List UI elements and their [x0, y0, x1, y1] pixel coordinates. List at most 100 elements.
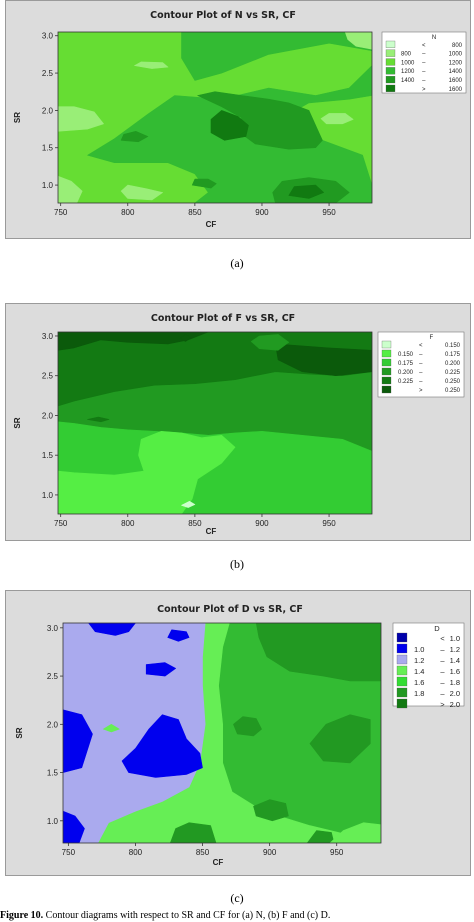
legend-high-value: 1.0 [450, 634, 460, 643]
x-axis-label: CF [213, 858, 224, 867]
x-tick-label: 750 [54, 519, 68, 528]
legend-high-value: 1.6 [450, 667, 460, 676]
legend-high-value: 1600 [449, 87, 463, 93]
y-tick-label: 3.0 [47, 624, 59, 633]
legend-low-value: 1.8 [414, 689, 424, 698]
contour-region [58, 106, 104, 132]
legend-swatch [396, 698, 408, 709]
legend-low-value: 800 [401, 52, 412, 58]
legend-swatch [381, 358, 392, 367]
legend-swatch [381, 340, 392, 349]
contour-chart-d: Contour Plot of D vs SR, CF 750 800 850 900 9… [15, 604, 465, 867]
legend-low-value: 1400 [401, 78, 415, 84]
x-tick-label: 950 [322, 519, 336, 528]
legend-swatch [385, 58, 396, 66]
legend-high-value: 0.250 [445, 379, 461, 385]
contour-region [87, 416, 110, 423]
contour-region [233, 716, 262, 737]
contour-region [344, 32, 372, 50]
y-tick-label: 1.0 [47, 817, 59, 826]
x-tick-label: 800 [121, 519, 135, 528]
legend-box [377, 331, 465, 398]
contour-chart-n: Contour Plot of N vs SR, CF 750 800 850 900 9… [13, 10, 467, 229]
legend-swatch [396, 676, 408, 687]
contour-region [275, 343, 372, 376]
legend-swatch [396, 687, 408, 698]
contour-region [309, 714, 371, 764]
x-tick-label: 800 [121, 208, 135, 217]
chart-title: Contour Plot of D vs SR, CF [157, 604, 303, 615]
x-tick-label: 950 [330, 848, 344, 857]
legend-operator: – [440, 667, 445, 676]
contour-region [103, 724, 120, 733]
legend-high-value: 800 [452, 43, 463, 49]
legend-high-value: 1.4 [450, 656, 460, 665]
legend-low-value: 1000 [401, 60, 415, 66]
contour-region [288, 184, 325, 199]
legend-low-value: 1.2 [414, 656, 424, 665]
contour-regions [58, 332, 372, 514]
contour-region [167, 629, 190, 642]
contour-region [120, 131, 149, 143]
contour-region [134, 61, 169, 69]
contour-region [63, 810, 85, 843]
contour-region [63, 709, 93, 773]
legend-operator: – [422, 52, 426, 58]
y-axis-label: SR [13, 417, 22, 428]
caption-b: (b) [230, 557, 244, 571]
legend-title: D [434, 624, 440, 633]
legend-swatch [396, 632, 408, 643]
contour-region [145, 662, 176, 677]
x-tick-label: 950 [322, 208, 336, 217]
x-tick-label: 900 [263, 848, 277, 857]
contour-region [88, 623, 136, 636]
legend-high-value: 0.225 [445, 370, 461, 376]
legend-high-value: 1400 [449, 69, 463, 75]
y-tick-label: 2.0 [42, 411, 54, 420]
legend-operator: – [440, 656, 445, 665]
legend-operator: – [440, 678, 445, 687]
legend-operator: > [440, 700, 445, 709]
plot-frame [57, 31, 373, 204]
legend-operator: – [440, 689, 445, 698]
legend-operator: – [422, 78, 426, 84]
y-tick-label: 1.5 [47, 769, 59, 778]
legend-operator: – [422, 60, 426, 66]
contour-region [58, 175, 83, 203]
legend-low-value: 0.175 [398, 361, 414, 367]
contour-region [253, 799, 289, 822]
x-tick-label: 850 [188, 519, 202, 528]
legend-operator: – [419, 352, 423, 358]
y-tick-label: 2.0 [47, 720, 59, 729]
contour-regions [63, 623, 381, 843]
y-tick-label: 2.5 [42, 372, 54, 381]
figure-caption-text: Contour diagrams with respect to SR and … [43, 910, 331, 921]
legend-high-value: 2.0 [450, 689, 460, 698]
figure-label: Figure 10. [0, 910, 44, 921]
y-axis-label: SR [13, 112, 22, 123]
legend-low-value: 0.200 [398, 370, 414, 376]
chart-title: Contour Plot of N vs SR, CF [150, 10, 296, 21]
legend-high-value: 1.2 [450, 645, 460, 654]
legend-swatch [385, 40, 396, 48]
x-tick-label: 750 [54, 208, 68, 217]
legend-high-value: 1200 [449, 60, 463, 66]
contour-region [191, 178, 217, 189]
legend-box [381, 31, 467, 94]
x-tick-label: 900 [255, 519, 269, 528]
contour-region [255, 623, 381, 682]
contour-chart-f: Contour Plot of F vs SR, CF 750 800 850 900 9… [13, 313, 465, 536]
contour-region [320, 113, 354, 125]
contour-region [210, 110, 249, 141]
y-tick-label: 1.5 [42, 451, 54, 460]
chart-panel-a: Contour Plot of N vs SR, CF 750 800 850 900 9… [5, 0, 471, 239]
legend-low-value: 0.150 [398, 352, 414, 358]
contour-region [58, 332, 209, 351]
legend-high-value: 1600 [449, 78, 463, 84]
legend-swatch [396, 654, 408, 665]
legend-operator: > [419, 388, 423, 394]
legend-high-value: 1000 [449, 52, 463, 58]
x-tick-label: 850 [188, 208, 202, 217]
y-tick-label: 3.0 [42, 332, 54, 341]
x-tick-label: 750 [62, 848, 76, 857]
